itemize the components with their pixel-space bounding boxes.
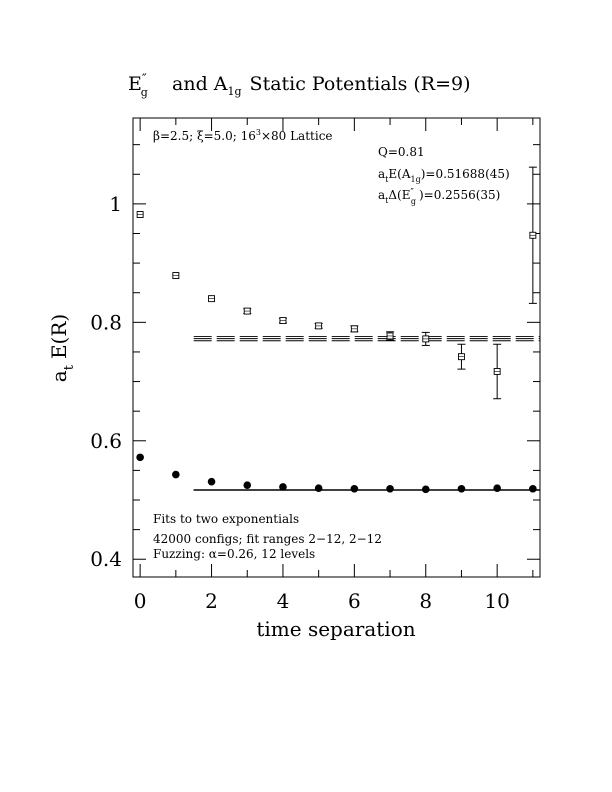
lattice-sup: 3 — [256, 128, 261, 137]
data-point-filled — [136, 453, 144, 462]
plot-frame — [132, 117, 541, 578]
fuzzing-annotation: Fuzzing: α=0.26, 12 levels — [153, 547, 315, 561]
data-point-filled — [421, 485, 430, 494]
lattice-rest: ×80 Lattice — [261, 129, 333, 143]
x-tick-label: 10 — [484, 589, 509, 613]
configs-annotation: 42000 configs; fit ranges 2−12, 2−12 — [153, 532, 382, 546]
data-point-filled — [529, 484, 537, 493]
q-annotation: Q=0.81 — [378, 145, 425, 159]
energy-annotation: atE(A1g)=0.51688(45) — [378, 167, 510, 184]
title-e: E — [128, 73, 142, 95]
y-tick-label: 0.8 — [90, 310, 122, 334]
x-tick-label: 6 — [348, 589, 361, 613]
data-point-filled — [493, 484, 501, 492]
data-point-filled — [314, 484, 323, 492]
data-points — [136, 166, 537, 494]
y-tick-label: 0.6 — [90, 429, 122, 453]
data-point-filled — [386, 484, 394, 493]
y-label-rest: E(R) — [47, 314, 71, 359]
tick-labels: 0 2 4 6 8 10 0.4 0.6 0.8 1 — [90, 192, 510, 613]
lattice-size: 16 — [241, 129, 256, 143]
title-tail: Static Potentials (R=9) — [250, 73, 471, 95]
chart-title: E″ g and A1g Static Potentials (R=9) — [128, 72, 471, 99]
data-point-filled — [350, 484, 359, 493]
x-tick-label: 4 — [277, 589, 290, 613]
y-tick-label: 1 — [109, 192, 122, 216]
fits-annotation: Fits to two exponentials — [153, 512, 299, 526]
data-point-filled — [279, 483, 287, 491]
x-tick-label: 0 — [134, 589, 147, 613]
beta-text: β=2.5; — [153, 129, 193, 143]
data-point-filled — [172, 470, 180, 479]
x-axis-label: time separation — [256, 617, 415, 641]
fit-lines — [193, 336, 540, 491]
lattice-annotation: β=2.5; ξ=5.0; 163×80 Lattice — [153, 128, 333, 143]
y-label-sub: t — [62, 364, 77, 370]
y-axis-label: at E(R) — [47, 314, 77, 382]
title-sup: ″ — [142, 72, 147, 87]
title-middle: and A — [172, 73, 228, 95]
xi-text: ξ=5.0; — [197, 129, 237, 143]
data-point-filled — [207, 477, 216, 486]
axis-ticks — [133, 118, 540, 577]
gap-annotation: atΔ(E″ g)=0.2556(35) — [378, 188, 500, 206]
y-tick-label: 0.4 — [90, 547, 122, 571]
data-point-filled — [243, 481, 252, 490]
x-tick-label: 8 — [419, 589, 432, 613]
title-sub2: 1g — [228, 85, 242, 98]
y-label-a: a — [47, 370, 71, 382]
x-tick-label: 2 — [205, 589, 218, 613]
data-point-filled — [457, 484, 466, 493]
title-sub: g — [141, 86, 148, 99]
